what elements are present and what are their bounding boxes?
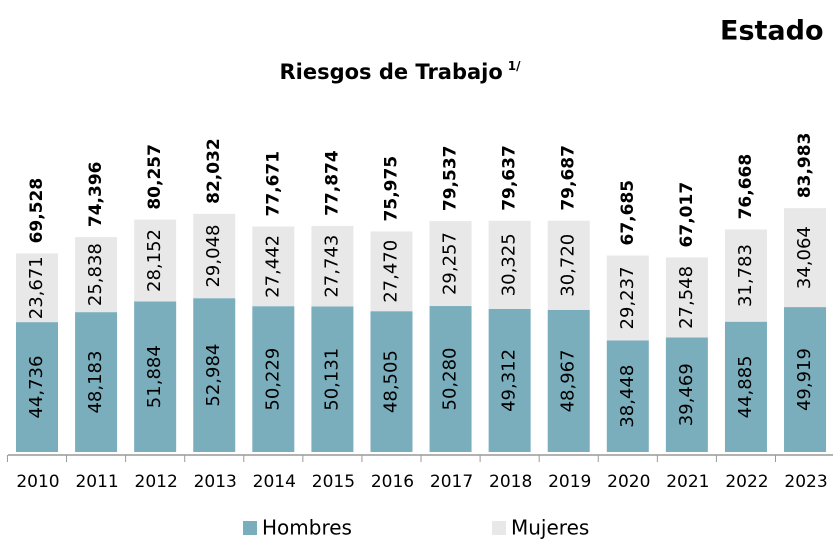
legend-swatch [243, 521, 257, 535]
x-tick-label: 2011 [75, 472, 118, 492]
bar-segment [311, 225, 354, 307]
bar-segment [252, 226, 295, 307]
segment-label: 48,505 [380, 350, 401, 413]
bar-segment [193, 213, 236, 299]
legend-label: Mujeres [511, 516, 589, 540]
total-label: 82,032 [204, 138, 224, 204]
segment-label: 28,152 [144, 229, 165, 292]
header-fragment: Estado [720, 16, 824, 47]
x-tick-label: 2017 [430, 472, 473, 492]
total-label: 83,983 [795, 133, 815, 199]
x-tick-label: 2016 [371, 472, 414, 492]
segment-label: 30,720 [558, 234, 579, 297]
segment-label: 44,736 [26, 356, 47, 419]
bar-segment [134, 219, 177, 302]
bar-segment [16, 253, 58, 323]
x-tick-label: 2020 [607, 472, 650, 492]
x-tick-label: 2014 [253, 472, 296, 492]
bar-segment [724, 321, 767, 452]
x-tick-label: 2021 [666, 472, 709, 492]
bar-segment [75, 312, 118, 452]
x-tick-label: 2010 [16, 472, 59, 492]
total-label: 67,017 [677, 182, 697, 248]
total-label: 67,685 [618, 180, 638, 246]
chart-title: Riesgos de Trabajo 1/ [279, 59, 521, 85]
bar-segment [311, 306, 354, 452]
title-note: 1/ [508, 59, 521, 73]
x-tick-label: 2015 [312, 472, 355, 492]
segment-label: 51,884 [144, 345, 165, 408]
total-label: 77,874 [322, 150, 342, 216]
bar-segment [16, 322, 58, 452]
bar-segment [665, 257, 708, 338]
segment-label: 52,984 [203, 344, 224, 407]
segment-label: 49,312 [499, 349, 520, 412]
total-label: 80,257 [145, 144, 165, 210]
total-label: 79,687 [559, 145, 579, 211]
x-tick-label: 2019 [548, 472, 591, 492]
segment-label: 29,048 [203, 225, 224, 288]
total-label: 79,537 [441, 145, 461, 211]
segment-label: 30,325 [499, 233, 520, 296]
bar-segment [547, 220, 590, 310]
total-label: 69,528 [27, 178, 47, 244]
total-label: 74,396 [86, 161, 106, 227]
segment-label: 44,885 [735, 355, 756, 418]
segment-label: 27,470 [380, 240, 401, 303]
x-tick-label: 2022 [725, 472, 768, 492]
segment-label: 48,967 [558, 349, 579, 412]
segment-label: 27,743 [321, 235, 342, 298]
title-text: Riesgos de Trabajo [279, 60, 502, 84]
bar-segment [193, 298, 236, 452]
legend-label: Hombres [262, 516, 352, 540]
segment-label: 23,671 [26, 256, 47, 319]
total-label: 79,637 [500, 145, 520, 211]
segment-label: 31,783 [735, 244, 756, 307]
bar-segment [784, 208, 827, 308]
x-tick-label: 2023 [784, 472, 827, 492]
segment-label: 39,469 [676, 363, 697, 426]
segment-label: 27,548 [676, 266, 697, 329]
bar-segment [429, 306, 472, 452]
bar-segment [606, 255, 649, 341]
total-label: 76,668 [736, 154, 756, 220]
legend-swatch [492, 521, 506, 535]
total-label: 75,975 [381, 156, 401, 222]
x-tick-label: 2012 [135, 472, 178, 492]
segment-label: 50,229 [262, 348, 283, 411]
bar-segment [370, 231, 413, 312]
segment-label: 34,064 [794, 226, 815, 289]
bar-segment [665, 337, 708, 452]
total-label: 77,671 [263, 151, 283, 217]
bar-segment [429, 221, 472, 307]
segment-label: 50,131 [321, 348, 342, 411]
bar-segment [252, 306, 295, 452]
segment-label: 29,237 [617, 266, 638, 329]
bar-segment [75, 237, 118, 313]
segment-label: 27,442 [262, 235, 283, 298]
bar-segment [606, 340, 649, 452]
segment-label: 29,257 [440, 232, 461, 295]
segment-label: 50,280 [440, 348, 461, 411]
segment-label: 25,838 [85, 243, 106, 306]
segment-label: 49,919 [794, 348, 815, 411]
x-tick-label: 2013 [194, 472, 237, 492]
x-tick-label: 2018 [489, 472, 532, 492]
bar-segment [724, 229, 767, 322]
bar-segment [488, 220, 531, 309]
segment-label: 38,448 [617, 365, 638, 428]
bar-segment [370, 311, 413, 452]
segment-label: 48,183 [85, 351, 106, 414]
bar-segment [547, 309, 590, 452]
bar-segment [784, 307, 827, 452]
bar-segment [488, 308, 531, 452]
bar-segment [134, 301, 177, 452]
